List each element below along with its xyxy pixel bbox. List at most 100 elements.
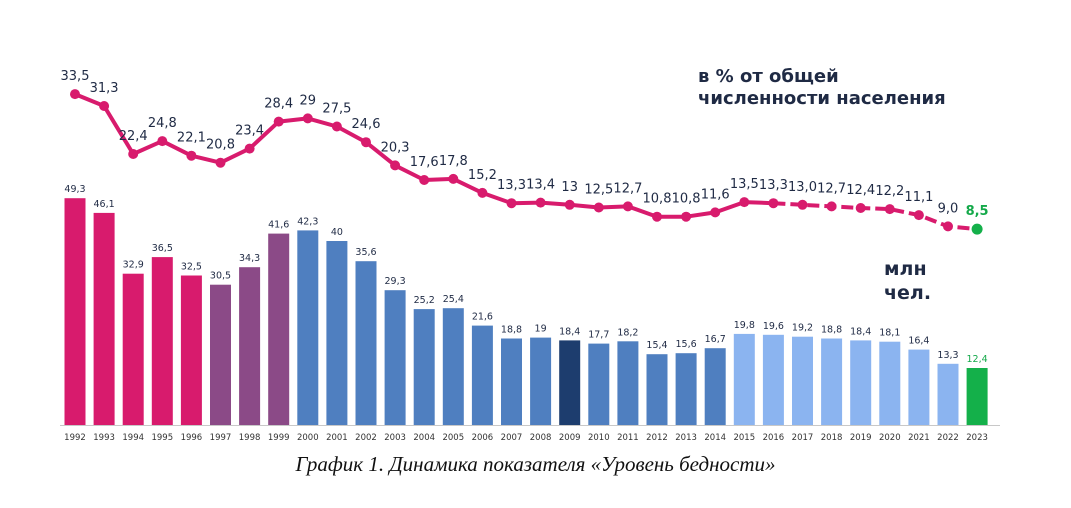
line-point-2021 — [913, 210, 924, 221]
bar-label-2020: 18,1 — [879, 328, 900, 339]
year-label-2004: 2004 — [413, 433, 435, 443]
year-label-2012: 2012 — [646, 433, 668, 443]
line-point-2011 — [622, 201, 633, 212]
year-label-2018: 2018 — [821, 433, 843, 443]
line-label-2003: 20,3 — [381, 140, 410, 155]
year-label-2011: 2011 — [617, 433, 639, 443]
bar-2013 — [675, 353, 697, 425]
line-point-2022 — [943, 221, 953, 232]
bar-label-1994: 32,9 — [123, 260, 144, 271]
line-point-2012 — [652, 211, 662, 222]
bar-2000 — [297, 230, 319, 425]
line-label-2008: 13,4 — [526, 178, 555, 193]
year-label-2008: 2008 — [530, 433, 552, 443]
bar-2011 — [617, 341, 639, 425]
bar-label-2019: 18,4 — [850, 326, 871, 337]
line-point-2013 — [681, 211, 692, 222]
line-label-2000: 29 — [300, 93, 317, 108]
bar-label-2004: 25,2 — [414, 295, 435, 306]
bar-label-2005: 25,4 — [443, 294, 464, 305]
year-label-1994: 1994 — [122, 433, 144, 443]
year-label-2010: 2010 — [588, 433, 610, 443]
year-label-2019: 2019 — [850, 433, 872, 443]
line-point-1997 — [215, 157, 226, 168]
line-label-2012: 10,8 — [643, 192, 672, 207]
year-label-2016: 2016 — [763, 433, 785, 443]
year-label-2009: 2009 — [559, 433, 581, 443]
line-point-2002 — [361, 137, 371, 148]
bar-2006 — [471, 325, 493, 425]
bar-label-2003: 29,3 — [385, 276, 406, 287]
line-label-2022: 9,0 — [938, 201, 959, 216]
bar-2004 — [413, 309, 435, 425]
line-label-2016: 13,3 — [759, 178, 788, 193]
line-point-2006 — [477, 187, 488, 198]
bar-label-2010: 17,7 — [588, 330, 609, 341]
line-point-2017 — [797, 199, 808, 210]
bar-1997 — [210, 284, 231, 425]
bar-label-2012: 15,4 — [646, 340, 667, 351]
bar-label-2022: 13,3 — [937, 350, 958, 361]
line-label-1995: 24,8 — [148, 116, 177, 131]
line-label-2007: 13,3 — [497, 178, 526, 193]
bar-label-2018: 18,8 — [821, 325, 842, 336]
line-point-1993 — [99, 101, 110, 111]
year-label-1995: 1995 — [151, 433, 173, 443]
percent-legend-line2: численности населения — [698, 88, 946, 109]
bar-2021 — [908, 349, 930, 425]
bar-2019 — [850, 340, 872, 425]
bar-label-1995: 36,5 — [152, 243, 173, 254]
line-point-2019 — [855, 203, 866, 213]
line-label-2017: 13,0 — [788, 180, 817, 195]
line-label-2019: 12,4 — [846, 183, 875, 198]
bar-label-2015: 19,8 — [734, 320, 755, 331]
bar-label-2009: 18,4 — [559, 326, 580, 337]
year-label-2020: 2020 — [879, 433, 901, 443]
bar-2015 — [733, 333, 755, 425]
bar-label-1998: 34,3 — [239, 253, 260, 264]
line-label-1997: 20,8 — [206, 138, 235, 153]
line-label-2005: 17,8 — [439, 154, 468, 169]
line-point-2007 — [506, 198, 517, 209]
line-label-1993: 31,3 — [90, 81, 119, 96]
line-label-2013: 10,8 — [672, 192, 701, 207]
line-point-2020 — [884, 204, 895, 215]
bar-label-2014: 16,7 — [705, 334, 726, 345]
bar-1995 — [151, 257, 173, 425]
bar-1992 — [64, 198, 86, 425]
bar-label-2021: 16,4 — [908, 336, 929, 347]
line-label-1998: 23,4 — [235, 124, 264, 139]
line-label-2018: 12,7 — [817, 181, 846, 196]
bar-2002 — [355, 261, 377, 425]
line-point-2023 — [971, 223, 983, 235]
bar-2020 — [879, 341, 901, 425]
bar-label-2002: 35,6 — [355, 247, 376, 258]
year-label-1998: 1998 — [239, 433, 261, 443]
bar-label-1996: 32,5 — [181, 262, 202, 273]
millions-legend-line2: чел. — [884, 282, 931, 304]
line-point-2000 — [302, 113, 313, 124]
bar-label-2011: 18,2 — [617, 327, 638, 338]
figure-caption: График 1. Динамика показателя «Уровень б… — [295, 452, 776, 476]
line-label-2021: 11,1 — [904, 190, 933, 205]
line-label-2014: 11,6 — [701, 187, 730, 202]
bar-2003 — [384, 290, 406, 425]
bar-label-2000: 42,3 — [297, 216, 318, 227]
line-point-2004 — [419, 175, 430, 185]
year-label-2001: 2001 — [326, 433, 348, 443]
bar-label-2023: 12,4 — [967, 354, 988, 365]
bar-label-2007: 18,8 — [501, 325, 522, 336]
bar-label-1993: 46,1 — [94, 199, 115, 210]
poverty-chart: 49,3 46,1 32,9 36,5 32,5 30,5 34,3 41,6 42,3 40 35… — [60, 66, 1000, 443]
year-label-1999: 1999 — [268, 433, 290, 443]
bar-label-1992: 49,3 — [64, 184, 85, 195]
line-point-2010 — [593, 202, 604, 213]
bar-label-2008: 19 — [535, 324, 547, 335]
line-label-1994: 22,4 — [119, 129, 148, 144]
year-label-1996: 1996 — [181, 433, 203, 443]
bar-label-2013: 15,6 — [676, 339, 697, 350]
bar-label-1997: 30,5 — [210, 271, 231, 282]
year-label-2006: 2006 — [472, 433, 494, 443]
bar-2023 — [966, 368, 988, 425]
year-label-2023: 2023 — [966, 433, 988, 443]
